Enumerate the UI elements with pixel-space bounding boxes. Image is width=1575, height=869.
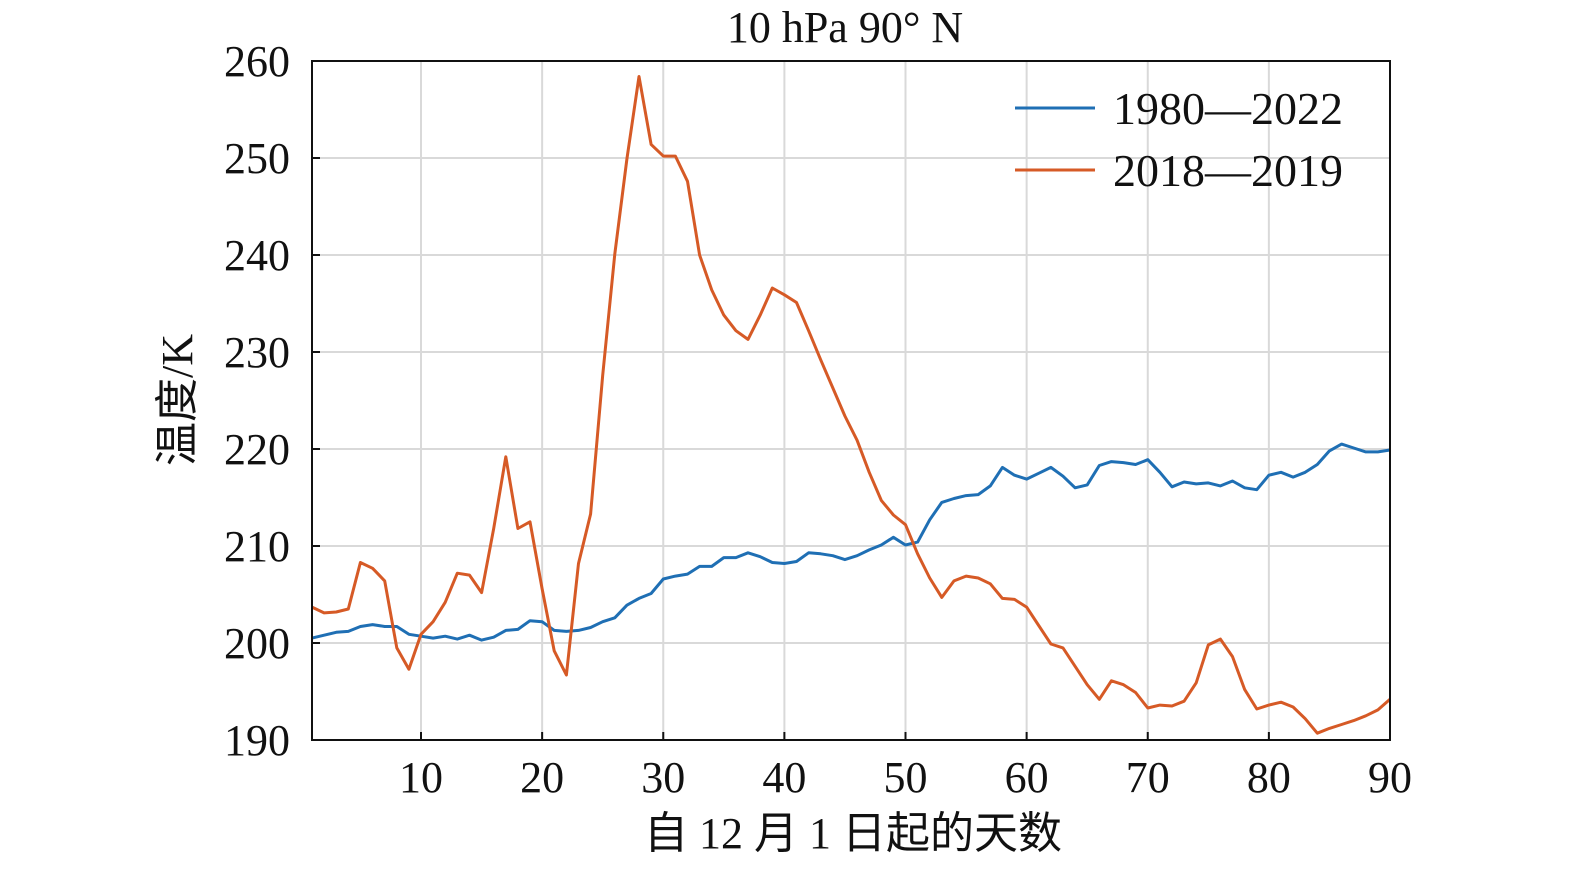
series-line-1 [311,442,1391,642]
x-tick-label: 90 [1368,753,1412,802]
x-tick-label: 20 [520,753,564,802]
y-tick-label: 250 [224,134,290,183]
legend-label-2: 2018—2019 [1113,145,1343,196]
axis-ticks: 10 20 30 40 50 60 70 80 90 190 200 210 220 230 240 250 2… [224,37,1412,802]
x-tick-label: 60 [1005,753,1049,802]
y-tick-label: 200 [224,619,290,668]
x-tick-label: 30 [641,753,685,802]
y-tick-label: 260 [224,37,290,86]
x-axis-label: 自 12 月 1 日起的天数 [644,809,1062,858]
chart-title: 10 hPa 90° N [727,3,963,52]
legend-label-1: 1980—2022 [1113,83,1343,134]
y-axis-label: 温度/K [153,334,202,466]
legend: 1980—2022 2018—2019 [1015,83,1343,196]
x-tick-label: 10 [399,753,443,802]
plot-frame [311,60,1391,741]
y-tick-label: 210 [224,522,290,571]
y-tick-label: 190 [224,716,290,765]
y-tick-label: 230 [224,328,290,377]
y-tick-label: 240 [224,231,290,280]
x-tick-label: 50 [884,753,928,802]
y-tick-label: 220 [224,425,290,474]
series-group [311,75,1391,735]
series-line-2 [311,75,1391,735]
x-tick-label: 40 [762,753,806,802]
x-tick-label: 70 [1126,753,1170,802]
x-tick-label: 80 [1247,753,1291,802]
